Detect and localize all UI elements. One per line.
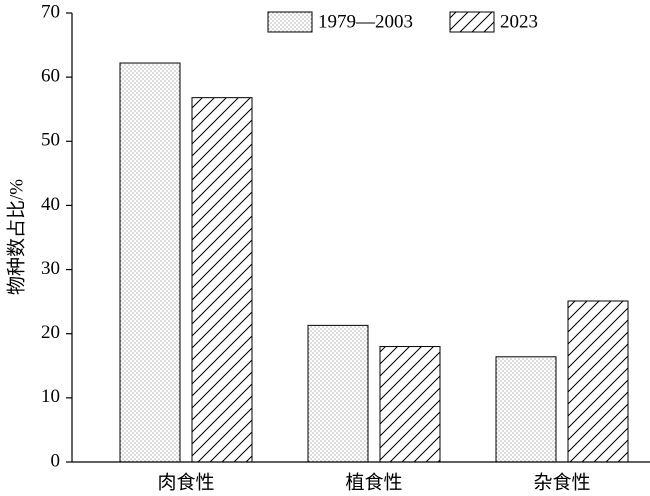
legend-swatch: [449, 11, 495, 33]
x-tick-label: 杂食性: [533, 471, 590, 493]
y-tick-label: 50: [41, 130, 60, 151]
y-axis-label: 物种数占比/%: [5, 179, 27, 295]
bar: [379, 346, 441, 463]
bar: [567, 300, 629, 463]
x-tick-label: 植食性: [345, 471, 402, 493]
y-tick-label: 60: [41, 66, 60, 87]
bar: [119, 62, 181, 463]
legend-label: 1979—2003: [318, 11, 413, 32]
y-tick-label: 0: [51, 450, 61, 471]
x-tick-label: 肉食性: [157, 471, 214, 493]
y-tick-label: 10: [41, 386, 60, 407]
y-tick-label: 20: [41, 322, 60, 343]
y-tick-label: 30: [41, 258, 60, 279]
legend-swatch: [267, 11, 313, 33]
bar: [307, 324, 369, 463]
y-tick-label: 40: [41, 194, 60, 215]
bar: [495, 356, 557, 463]
y-tick-label: 70: [41, 1, 60, 22]
bar: [191, 97, 253, 463]
legend-label: 2023: [500, 11, 538, 32]
